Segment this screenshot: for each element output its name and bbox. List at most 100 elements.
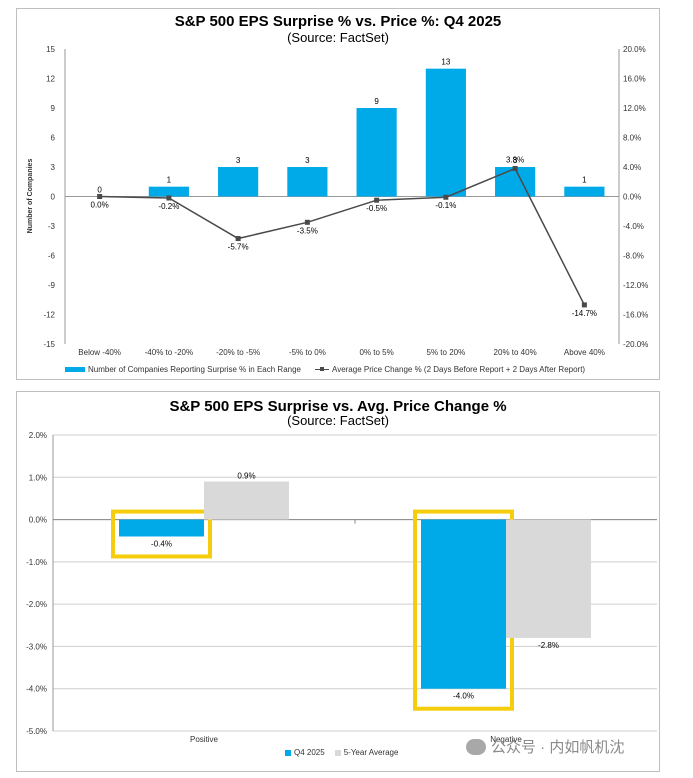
x-tick-label: Below -40% (78, 348, 121, 357)
y-tick-label: 15 (46, 45, 55, 54)
line-point (443, 194, 449, 200)
y-tick-label: 9 (51, 104, 56, 113)
line-data-label: 0.0% (91, 201, 109, 210)
legend-swatch-5yr (334, 749, 341, 756)
legend-label-bar: Number of Companies Reporting Surprise %… (88, 365, 301, 374)
x-tick-label: -5% to 0% (289, 348, 326, 357)
bar-data-label: -2.8% (538, 641, 559, 650)
y-tick-label: 6 (51, 134, 56, 143)
bar-data-label: -0.4% (151, 539, 172, 548)
x-tick-label: 20% to 40% (494, 348, 537, 357)
line-data-label: -0.1% (435, 201, 456, 210)
legend: Q4 2025 5-Year Average (285, 748, 398, 757)
legend-label-q4: Q4 2025 (294, 748, 325, 757)
line-data-label: 3.8% (506, 155, 524, 164)
bar-data-label: 1 (167, 176, 172, 185)
y-tick-label: -6 (48, 252, 56, 261)
y-tick-label: -3.0% (26, 642, 47, 651)
highlight-box (111, 509, 212, 559)
wechat-icon (466, 738, 486, 755)
combo-chart: Number of Companies 15 12 9 6 3 0 -3 -6 -9 -12 -15… (27, 45, 648, 357)
y-tick-label: -3 (48, 222, 56, 231)
y-tick-label: 12 (46, 75, 55, 84)
chart-panel-eps-surprise-vs-price: S&P 500 EPS Surprise % vs. Price %: Q4 2… (16, 8, 660, 380)
y2-tick-label: 20.0% (623, 45, 646, 54)
y-tick-label: -12 (43, 311, 55, 320)
y2-tick-label: 16.0% (623, 75, 646, 84)
legend-label-line: Average Price Change % (2 Days Before Re… (332, 365, 586, 374)
bar-data-label: 0.9% (237, 472, 255, 481)
y-axis-label: Number of Companies (27, 159, 34, 234)
line-series (99, 167, 586, 306)
y-tick-label: 0.0% (29, 516, 47, 525)
line-data-label: -0.5% (366, 204, 387, 213)
line-data-label: -0.2% (158, 202, 179, 211)
bar (421, 519, 506, 689)
y-tick-label: -9 (48, 281, 56, 290)
legend-swatch-line (315, 367, 329, 371)
y2-tick-label: -12.0% (623, 281, 648, 290)
x-tick-label: Above 40% (564, 348, 605, 357)
bar-data-label: 1 (582, 176, 587, 185)
y-tick-label: -2.0% (26, 600, 47, 609)
line-point (304, 219, 310, 225)
y2-tick-label: -20.0% (623, 340, 648, 349)
chart-panel-eps-surprise-vs-avg-price: S&P 500 EPS Surprise vs. Avg. Price Chan… (16, 391, 660, 772)
chart-title: S&P 500 EPS Surprise % vs. Price %: Q4 2… (174, 13, 502, 30)
y-tick-label: -4.0% (26, 685, 47, 694)
x-tick-label: 0% to 5% (360, 348, 394, 357)
y-tick-label: 2.0% (29, 431, 47, 440)
line-point (166, 195, 172, 201)
y2-tick-label: 4.0% (623, 163, 641, 172)
watermark: 公众号 · 内如帆机沈 (466, 736, 624, 757)
chart-subtitle: (Source: FactSet) (287, 30, 389, 45)
line-point (97, 194, 103, 199)
line-point (235, 236, 241, 242)
line-point (581, 302, 587, 308)
bar (204, 481, 289, 520)
line-data-label: -5.7% (228, 243, 249, 252)
bar-data-label: 9 (374, 97, 379, 106)
x-tick-label: -20% to -5% (216, 348, 260, 357)
x-tick-label: Positive (190, 735, 219, 744)
y2-tick-label: 0.0% (623, 193, 641, 202)
y2-tick-label: -4.0% (623, 222, 644, 231)
line-data-label: -14.7% (572, 309, 597, 318)
x-tick-label: -40% to -20% (145, 348, 193, 357)
chart-subtitle: (Source: FactSet) (287, 413, 389, 428)
line-point (374, 197, 380, 203)
y2-tick-label: 8.0% (623, 134, 641, 143)
bar (564, 186, 605, 197)
legend-swatch-bar (65, 367, 85, 372)
y2-tick-label: 12.0% (623, 104, 646, 113)
y-tick-label: -5.0% (26, 727, 47, 736)
bar-data-label: 3 (513, 156, 518, 165)
y-tick-label: 3 (51, 163, 56, 172)
y2-tick-label: -16.0% (623, 311, 648, 320)
grouped-bar-chart: 2.0% 1.0% 0.0% -1.0% -2.0% -3.0% -4.0% -5.0% Pos… (26, 431, 657, 744)
legend-label-5yr: 5-Year Average (343, 748, 399, 757)
legend: Number of Companies Reporting Surprise %… (65, 365, 585, 374)
y-tick-label: 0 (51, 193, 56, 202)
x-tick-label: Negative (490, 735, 522, 744)
y-tick-label: -15 (43, 340, 55, 349)
bar (495, 167, 536, 197)
watermark-text: 公众号 · 内如帆机沈 (491, 739, 625, 756)
bar (148, 186, 189, 197)
bar (218, 167, 259, 197)
bar-data-label: 13 (441, 58, 450, 67)
bar-data-label: 3 (236, 156, 241, 165)
bar-data-label: 3 (305, 156, 310, 165)
line-point (512, 165, 518, 171)
legend-swatch-q4 (285, 749, 291, 756)
bar-data-label: 0 (97, 186, 102, 195)
chart-title: S&P 500 EPS Surprise vs. Avg. Price Chan… (169, 398, 507, 415)
bar-data-label: -4.0% (453, 692, 474, 701)
bar (119, 519, 204, 537)
x-tick-label: 5% to 20% (427, 348, 466, 357)
bar (506, 519, 591, 638)
y2-tick-label: -8.0% (623, 252, 644, 261)
bar (356, 108, 397, 197)
line-data-label: -3.5% (297, 226, 318, 235)
bar (287, 167, 328, 197)
